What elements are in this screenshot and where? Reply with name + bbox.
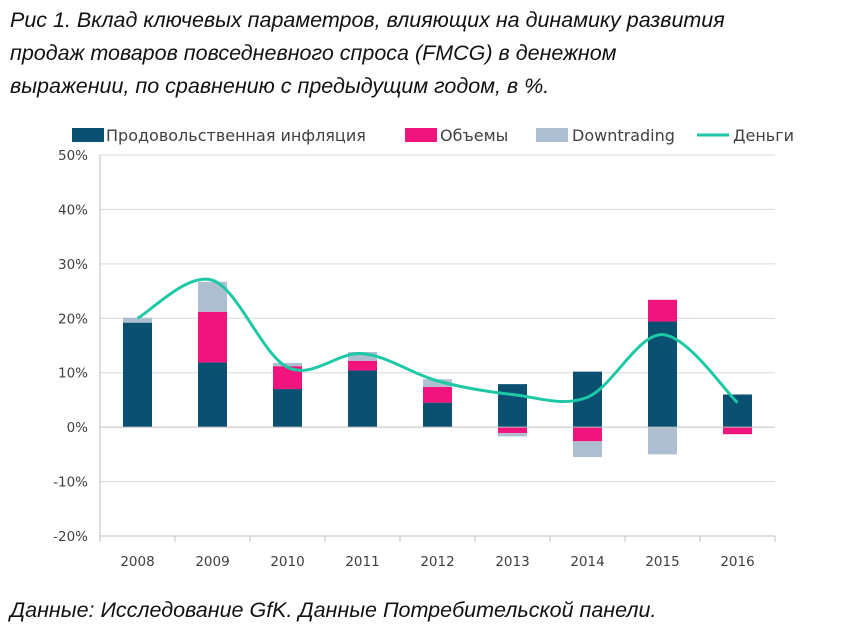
title-line-1: Рис 1. Вклад ключевых параметров, влияющ… — [10, 8, 725, 32]
x-tick-label: 2012 — [420, 554, 454, 570]
stacked-bar-chart: Продовольственная инфляция Объемы Downtr… — [53, 126, 794, 570]
y-tick-label: 0% — [67, 420, 89, 436]
bar-segment-volumes — [648, 299, 677, 322]
x-tick-label: 2016 — [720, 554, 754, 570]
bar-segment-volumes — [198, 311, 227, 363]
legend-label-volumes: Объемы — [440, 126, 508, 145]
y-tick-label: 30% — [58, 257, 88, 273]
bars — [123, 281, 752, 458]
bar-segment-downtrading — [573, 441, 602, 458]
y-tick-label: -20% — [53, 529, 88, 545]
bar-segment-inflation — [648, 321, 677, 428]
y-axis-ticks: 50% 40% 30% 20% 10% 0% -10% -20% — [53, 148, 88, 545]
bar-segment-inflation — [498, 384, 527, 428]
bar-segment-downtrading — [348, 352, 377, 361]
series-line-money — [136, 277, 739, 404]
bar-segment-inflation — [198, 362, 227, 428]
bar-segment-inflation — [273, 389, 302, 428]
y-tick-label: 20% — [58, 311, 88, 327]
x-tick-label: 2014 — [570, 554, 604, 570]
bar-segment-downtrading — [273, 362, 302, 367]
y-tick-label: 40% — [58, 202, 88, 218]
legend-swatch-downtrading — [536, 128, 568, 142]
bar-segment-downtrading — [648, 427, 677, 455]
bar-segment-volumes — [723, 427, 752, 435]
legend-swatch-inflation — [72, 128, 104, 142]
chart-title: Рис 1. Вклад ключевых параметров, влияющ… — [10, 4, 860, 103]
legend-swatch-volumes — [405, 128, 437, 142]
x-tick-label: 2011 — [345, 554, 379, 570]
y-tick-label: -10% — [53, 475, 88, 491]
bar-segment-inflation — [123, 322, 152, 428]
bar-segment-volumes — [348, 360, 377, 371]
x-tick-label: 2010 — [270, 554, 304, 570]
bar-segment-volumes — [423, 386, 452, 403]
bar-segment-inflation — [723, 394, 752, 428]
bar-segment-downtrading — [123, 317, 152, 323]
y-tick-label: 10% — [58, 366, 88, 382]
source-note: Данные: Исследование GfK. Данные Потреби… — [10, 598, 657, 622]
bar-segment-downtrading — [423, 379, 452, 387]
bar-segment-volumes — [498, 427, 527, 434]
x-axis-ticks: 2008 2009 2010 2011 2012 2013 2014 2015 2016 — [120, 554, 754, 570]
legend-label-money: Деньги — [733, 126, 794, 145]
legend: Продовольственная инфляция Объемы Downtr… — [72, 126, 794, 145]
x-tick-label: 2015 — [645, 554, 679, 570]
title-line-3: выражении, по сравнению с предыдущим год… — [10, 74, 550, 98]
bar-segment-inflation — [423, 402, 452, 428]
axes — [99, 155, 776, 542]
x-tick-label: 2008 — [120, 554, 154, 570]
x-tick-label: 2009 — [195, 554, 229, 570]
y-tick-label: 50% — [58, 148, 88, 164]
legend-label-downtrading: Downtrading — [572, 126, 675, 145]
bar-segment-inflation — [348, 370, 377, 428]
bar-segment-volumes — [573, 427, 602, 442]
x-tick-label: 2013 — [495, 554, 529, 570]
legend-label-inflation: Продовольственная инфляция — [106, 126, 366, 145]
bar-segment-volumes — [273, 366, 302, 390]
bar-segment-downtrading — [498, 433, 527, 437]
title-line-2: продаж товаров повседневного спроса (FMC… — [10, 41, 617, 65]
